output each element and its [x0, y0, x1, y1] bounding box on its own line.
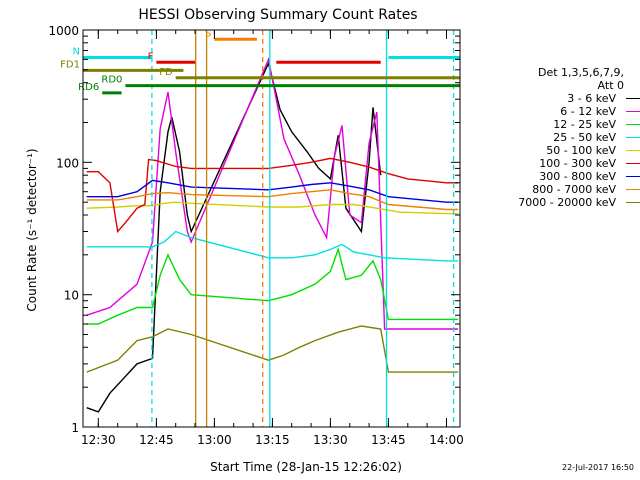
- series-line-4: [86, 201, 459, 215]
- series-line-6: [86, 179, 459, 203]
- legend-label: 300 - 800 keV: [539, 170, 616, 183]
- legend-item: 800 - 7000 keV: [470, 183, 640, 196]
- legend-swatch: [626, 150, 640, 151]
- interval-label-4: FD: [159, 67, 173, 78]
- y-tick-label-0: 1: [71, 421, 79, 435]
- interval-label-0: N: [73, 47, 80, 58]
- series-line-7: [86, 189, 459, 211]
- x-axis-label: Start Time (28-Jan-15 12:26:02): [210, 460, 402, 474]
- x-tick-label-1: 12:45: [139, 433, 174, 447]
- generation-timestamp: 22-Jul-2017 16:50: [561, 463, 634, 472]
- series-line-8: [86, 325, 459, 373]
- legend-label: 7000 - 20000 keV: [518, 196, 616, 209]
- interval-label-5: RD0: [101, 75, 122, 86]
- interval-label-2: S: [205, 28, 211, 39]
- series-line-3: [86, 230, 459, 262]
- legend-swatch: [626, 163, 640, 164]
- legend-label: 800 - 7000 keV: [532, 183, 616, 196]
- x-tick-label-3: 13:15: [255, 433, 290, 447]
- legend-item: 3 - 6 keV: [470, 92, 640, 105]
- x-tick-label-4: 13:30: [313, 433, 348, 447]
- legend-item: 100 - 300 keV: [470, 157, 640, 170]
- legend-label: 6 - 12 keV: [560, 105, 616, 118]
- series-line-0: [86, 61, 382, 413]
- x-tick-label-2: 13:00: [197, 433, 232, 447]
- series-line-1: [86, 57, 459, 330]
- legend-subtitle: Att 0: [597, 79, 624, 92]
- legend-swatch: [626, 98, 640, 99]
- legend-item: 25 - 50 keV: [470, 131, 640, 144]
- legend-swatch: [626, 111, 640, 112]
- y-tick-label-1: 10: [64, 289, 79, 303]
- series-line-5: [86, 157, 459, 234]
- legend: Det 1,3,5,6,7,9, Att 0 3 - 6 keV 6 - 12 …: [470, 66, 640, 209]
- interval-label-1: F: [148, 51, 154, 62]
- legend-label: 25 - 50 keV: [553, 131, 616, 144]
- legend-item: 6 - 12 keV: [470, 105, 640, 118]
- legend-item: 12 - 25 keV: [470, 118, 640, 131]
- legend-swatch: [626, 137, 640, 138]
- interval-label-6: RD6: [78, 82, 99, 93]
- plot-frame: [82, 29, 461, 428]
- legend-swatch: [626, 176, 640, 177]
- legend-swatch: [626, 202, 640, 203]
- chart-title: HESSI Observing Summary Count Rates: [138, 7, 417, 23]
- y-axis-label: Count Rate (s⁻¹ detector⁻¹): [25, 148, 39, 311]
- x-tick-label-5: 13:45: [371, 433, 406, 447]
- x-tick-label-0: 12:30: [81, 433, 116, 447]
- legend-item: 7000 - 20000 keV: [470, 196, 640, 209]
- legend-item: 50 - 100 keV: [470, 144, 640, 157]
- legend-label: 3 - 6 keV: [567, 92, 616, 105]
- y-tick-label-2: 100: [56, 156, 79, 170]
- y-tick-label-3: 1000: [48, 24, 79, 38]
- legend-item: 300 - 800 keV: [470, 170, 640, 183]
- legend-title: Det 1,3,5,6,7,9,: [537, 66, 624, 79]
- legend-swatch: [626, 189, 640, 190]
- series-line-2: [86, 246, 459, 325]
- legend-swatch: [626, 124, 640, 125]
- x-tick-label-6: 14:00: [429, 433, 464, 447]
- legend-label: 50 - 100 keV: [546, 144, 616, 157]
- legend-label: 100 - 300 keV: [539, 157, 616, 170]
- legend-label: 12 - 25 keV: [553, 118, 616, 131]
- axes: 12:30 12:45 13:00 13:15 13:30 13:45 14:00 1 10 10…: [48, 24, 463, 447]
- interval-label-3: FD1: [60, 59, 80, 70]
